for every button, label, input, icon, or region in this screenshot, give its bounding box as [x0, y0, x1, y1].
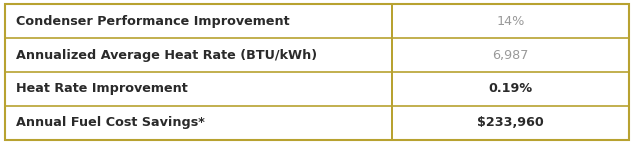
- Text: 6,987: 6,987: [492, 49, 529, 62]
- Text: Condenser Performance Improvement: Condenser Performance Improvement: [16, 15, 290, 28]
- Text: Annual Fuel Cost Savings*: Annual Fuel Cost Savings*: [16, 116, 205, 129]
- Text: $233,960: $233,960: [477, 116, 544, 129]
- Text: Heat Rate Improvement: Heat Rate Improvement: [16, 82, 188, 95]
- Text: Annualized Average Heat Rate (BTU/kWh): Annualized Average Heat Rate (BTU/kWh): [16, 49, 318, 62]
- Text: 14%: 14%: [496, 15, 524, 28]
- Text: 0.19%: 0.19%: [488, 82, 533, 95]
